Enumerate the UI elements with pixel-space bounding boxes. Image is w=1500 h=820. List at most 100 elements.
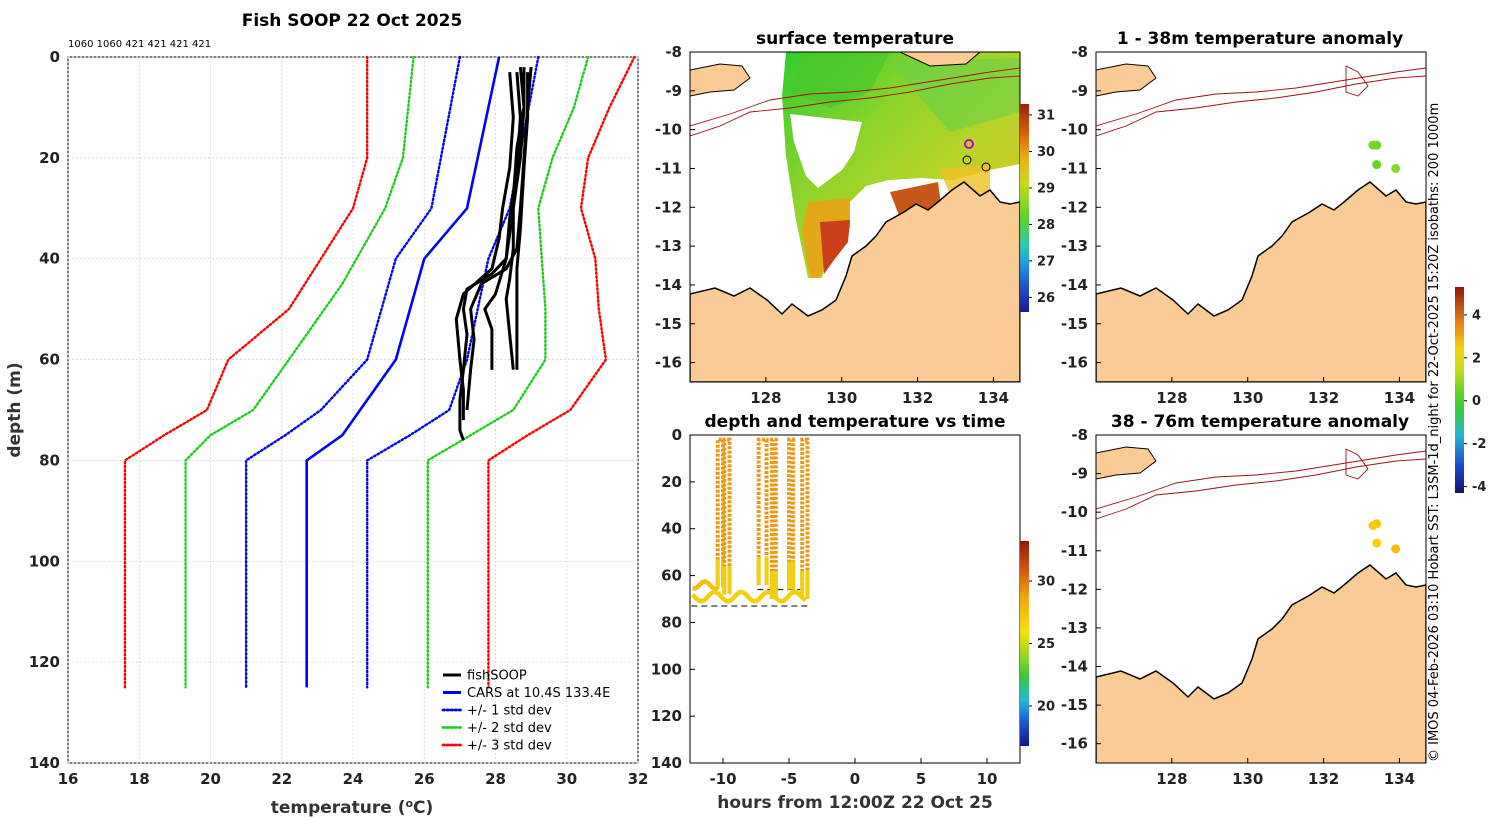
anom-upper-ytick: -13 [1061, 237, 1088, 255]
anomaly-upper-land [1096, 63, 1426, 382]
anomaly-point [1368, 140, 1378, 150]
figure-credit: © IMOS 04-Feb-2026 03:10 Hobart SST: L3S… [1427, 103, 1442, 762]
anomaly-point [1391, 163, 1401, 173]
timeseries-xtick: 0 [850, 770, 860, 788]
anom-lower-ytick: -16 [1061, 735, 1088, 753]
colorbar-tick: 30 [1037, 575, 1055, 590]
timeseries-bottom-track [690, 589, 807, 604]
timeseries-xtick: -5 [781, 770, 798, 788]
sst-xtick: 132 [902, 389, 933, 407]
anom-upper-ytick: -10 [1061, 121, 1088, 139]
sst-map-ticks: 128 130 132 134 -8 -9 -10 -11 -12 -13 -14 -15 -16 [655, 43, 1009, 407]
timeseries-cast [756, 437, 769, 585]
colorbar-tick: 30 [1037, 145, 1055, 160]
profile-ytick: 100 [29, 552, 60, 570]
anom-lower-ytick: -12 [1061, 580, 1088, 598]
timeseries-ytick: 60 [661, 567, 682, 585]
timeseries-colorbar-ticks: 20 25 30 [1029, 575, 1055, 715]
anom-upper-xtick: 134 [1384, 389, 1415, 407]
sst-ytick: -12 [655, 198, 682, 216]
anomaly-upper-panel: 1 - 38m temperature anomaly 128 130 132 134… [1061, 29, 1427, 407]
sst-isobaths [690, 67, 1020, 137]
profile-ytick: 140 [29, 754, 60, 772]
profile-series-line [366, 55, 540, 689]
legend-label: +/- 2 std dev [467, 721, 552, 736]
profile-xtick: 18 [129, 770, 150, 788]
anomaly-lower-ticks: 128 130 132 134 -8 -9 -10 -11 -12 -13 -14 -15 -16 [1061, 426, 1415, 788]
colorbar-tick: 25 [1037, 637, 1055, 652]
anom-upper-xtick: 132 [1308, 389, 1339, 407]
colorbar-tick: 31 [1037, 108, 1055, 123]
timeseries-cast [715, 437, 725, 588]
profile-ytick: 120 [29, 653, 60, 671]
profile-xlabel: temperature (oC) [271, 797, 434, 818]
timeseries-bottom-track [692, 579, 720, 591]
colorbar-tick: 2 [1472, 351, 1481, 366]
profile-series-line [454, 71, 515, 421]
anom-upper-xtick: 128 [1156, 389, 1187, 407]
anom-lower-ytick: -10 [1061, 503, 1088, 521]
profile-header-counts: 1060 1060 421 421 421 421 [68, 39, 211, 50]
anom-lower-ytick: -9 [1071, 465, 1088, 483]
anom-lower-xtick: 134 [1384, 770, 1415, 788]
profile-panel: Fish SOOP 22 Oct 2025 1060 1060 421 421 … [5, 11, 648, 818]
sst-ship-track [962, 139, 991, 172]
sst-colorbar [1020, 104, 1029, 312]
anom-upper-ytick: -15 [1061, 315, 1088, 333]
sst-colorbar-ticks: 26 27 28 29 30 31 [1029, 108, 1055, 306]
anomaly-upper-points [1368, 140, 1401, 173]
timeseries-xtick: 10 [977, 770, 998, 788]
anom-upper-ytick: -8 [1071, 43, 1088, 61]
anomaly-point [1391, 544, 1401, 554]
timeseries-ytick: 120 [651, 707, 682, 725]
profile-ytick: 40 [39, 250, 60, 268]
profile-xtick: 20 [200, 770, 221, 788]
sst-ytick: -16 [655, 354, 682, 372]
timeseries-colorbar [1020, 541, 1029, 746]
colorbar-tick: -4 [1472, 480, 1486, 495]
anom-lower-ytick: -15 [1061, 696, 1088, 714]
anom-upper-ytick: -11 [1061, 159, 1088, 177]
profile-series-line [305, 56, 501, 688]
timeseries-ytick: 20 [661, 473, 682, 491]
profile-series-line [504, 67, 526, 370]
anomaly-lower-axes [1095, 434, 1427, 764]
sst-land [690, 52, 1020, 382]
anom-upper-ytick: -9 [1071, 82, 1088, 100]
sst-field [782, 52, 1020, 278]
colorbar-tick: -2 [1472, 437, 1486, 452]
anomaly-lower-points [1368, 519, 1401, 554]
sst-ytick: -11 [655, 159, 682, 177]
anom-lower-xtick: 132 [1308, 770, 1339, 788]
timeseries-ytick: 80 [661, 613, 682, 631]
sst-map-title: surface temperature [756, 29, 954, 49]
profile-xtick: 32 [628, 770, 649, 788]
profile-series-line [184, 55, 415, 689]
timeseries-ytick: 100 [651, 660, 682, 678]
profile-ytick: 0 [50, 48, 60, 66]
anom-lower-xtick: 130 [1232, 770, 1263, 788]
timeseries-cast [800, 437, 810, 599]
colorbar-tick: 4 [1472, 308, 1481, 323]
profile-series-line [426, 55, 590, 689]
sst-ytick: -14 [655, 276, 682, 294]
anom-lower-ytick: -13 [1061, 619, 1088, 637]
colorbar-tick: 20 [1037, 700, 1055, 715]
colorbar-tick: 0 [1472, 394, 1481, 409]
legend-label: fishSOOP [467, 669, 527, 684]
colorbar-tick: 29 [1037, 181, 1055, 196]
anomaly-lower-land [1096, 446, 1426, 763]
anom-lower-xtick: 128 [1156, 770, 1187, 788]
timeseries-xtick: 5 [916, 770, 926, 788]
sst-ytick: -13 [655, 237, 682, 255]
timeseries-cast [722, 437, 732, 595]
anom-upper-ytick: -12 [1061, 198, 1088, 216]
colorbar-tick: 28 [1037, 218, 1055, 233]
sst-ytick: -8 [665, 43, 682, 61]
anom-upper-ytick: -14 [1061, 276, 1088, 294]
profile-series-line [123, 55, 369, 689]
profile-series-line [244, 55, 462, 689]
timeseries-ytick: 140 [651, 754, 682, 772]
